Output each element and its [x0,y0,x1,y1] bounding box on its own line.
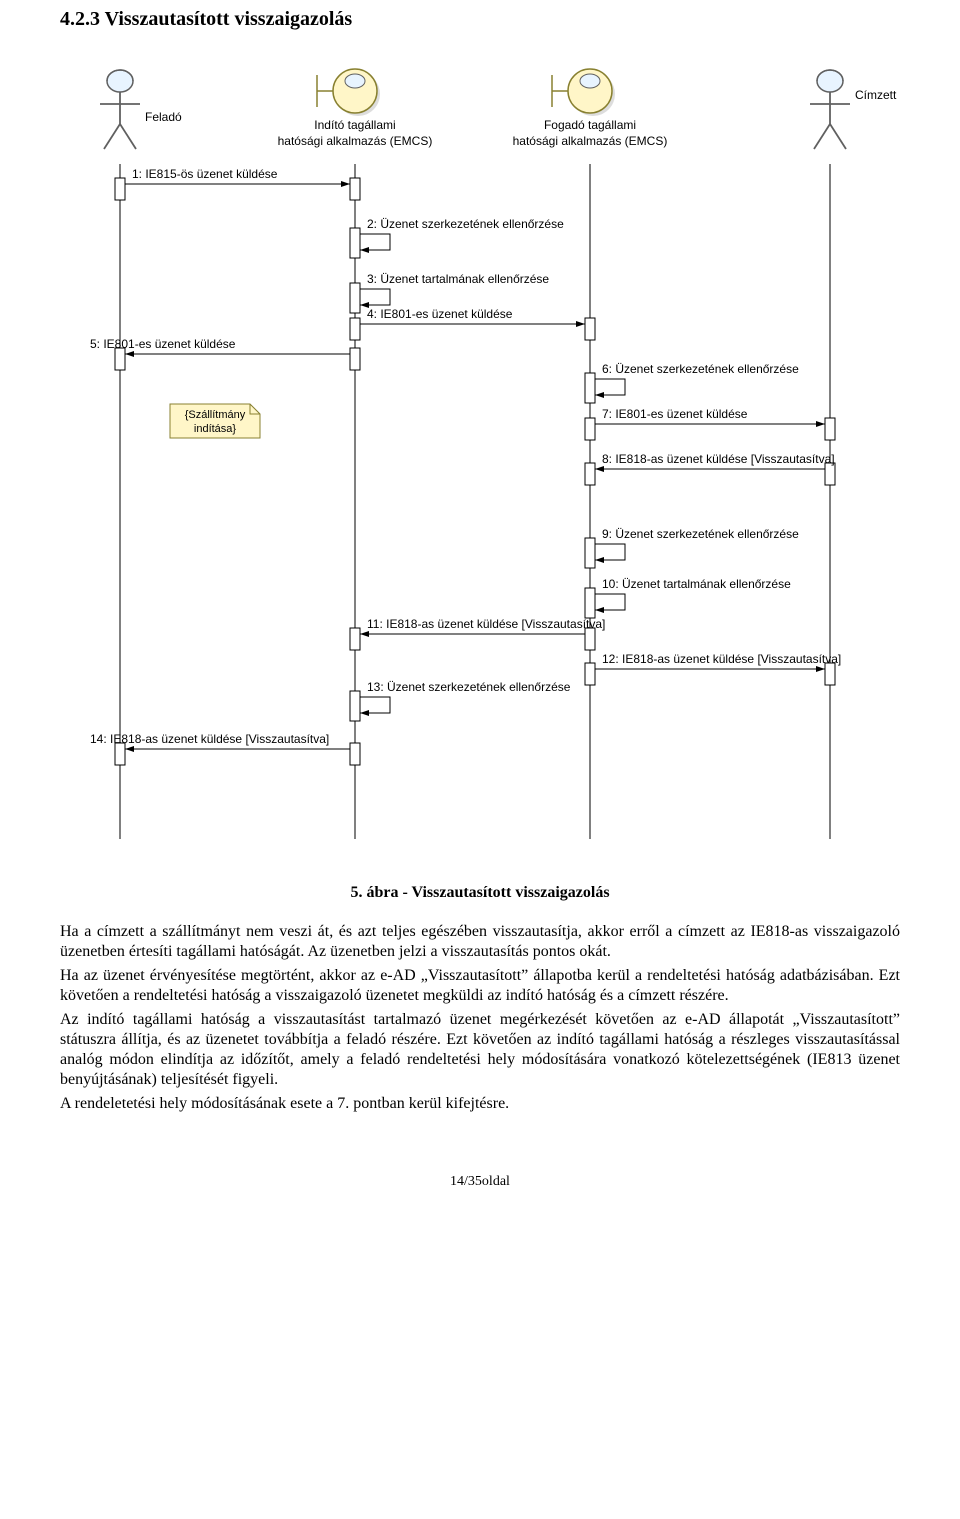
svg-text:5: IE801-es üzenet küldése: 5: IE801-es üzenet küldése [90,337,236,351]
svg-text:Feladó: Feladó [145,110,182,124]
svg-text:hatósági alkalmazás (EMCS): hatósági alkalmazás (EMCS) [513,134,668,148]
svg-text:3: Üzenet tartalmának ellenőrz: 3: Üzenet tartalmának ellenőrzése [367,272,549,286]
svg-text:8: IE818-as üzenet küldése [Vi: 8: IE818-as üzenet küldése [Visszautasít… [602,452,835,466]
body-paragraph-1: Ha a címzett a szállítmányt nem veszi át… [60,922,900,962]
page-number: 14/35oldal [60,1174,900,1190]
svg-text:2: Üzenet szerkezetének ellenő: 2: Üzenet szerkezetének ellenőrzése [367,217,564,231]
svg-text:11: IE818-as üzenet küldése [V: 11: IE818-as üzenet küldése [Visszautasí… [367,617,605,631]
body-paragraph-4: A rendeletetési hely módosításának esete… [60,1094,900,1114]
svg-text:4: IE801-es üzenet küldése: 4: IE801-es üzenet küldése [367,307,513,321]
svg-text:7: IE801-es üzenet küldése: 7: IE801-es üzenet küldése [602,407,748,421]
figure-caption: 5. ábra - Visszautasított visszaigazolás [60,884,900,902]
body-paragraph-2: Ha az üzenet érvényesítése megtörtént, a… [60,966,900,1006]
svg-text:indítása}: indítása} [194,423,237,435]
svg-text:10: Üzenet tartalmának ellenőr: 10: Üzenet tartalmának ellenőrzése [602,577,791,591]
svg-text:Indító tagállami: Indító tagállami [314,118,395,132]
svg-text:12: IE818-as üzenet küldése [V: 12: IE818-as üzenet küldése [Visszautasí… [602,652,841,666]
svg-text:Fogadó tagállami: Fogadó tagállami [544,118,636,132]
page: 4.2.3 Visszautasított visszaigazolás Fel… [0,8,960,1230]
section-title: 4.2.3 Visszautasított visszaigazolás [60,8,900,31]
sequence-diagram: Feladó Indító tagállami hatósági alkalmazá… [60,49,900,874]
svg-text:9: Üzenet szerkezetének ellenő: 9: Üzenet szerkezetének ellenőrzése [602,527,799,541]
svg-text:Címzett: Címzett [855,88,897,102]
svg-text:14: IE818-as üzenet küldése [V: 14: IE818-as üzenet küldése [Visszautasí… [90,732,329,746]
body-paragraph-3: Az indító tagállami hatóság a visszautas… [60,1010,900,1090]
svg-text:6: Üzenet szerkezetének ellenő: 6: Üzenet szerkezetének ellenőrzése [602,362,799,376]
svg-text:hatósági alkalmazás (EMCS): hatósági alkalmazás (EMCS) [278,134,433,148]
svg-text:{Szállítmány: {Szállítmány [185,409,246,421]
svg-text:13: Üzenet szerkezetének ellen: 13: Üzenet szerkezetének ellenőrzése [367,680,571,694]
svg-text:1: IE815-ös üzenet küldése: 1: IE815-ös üzenet küldése [132,167,278,181]
